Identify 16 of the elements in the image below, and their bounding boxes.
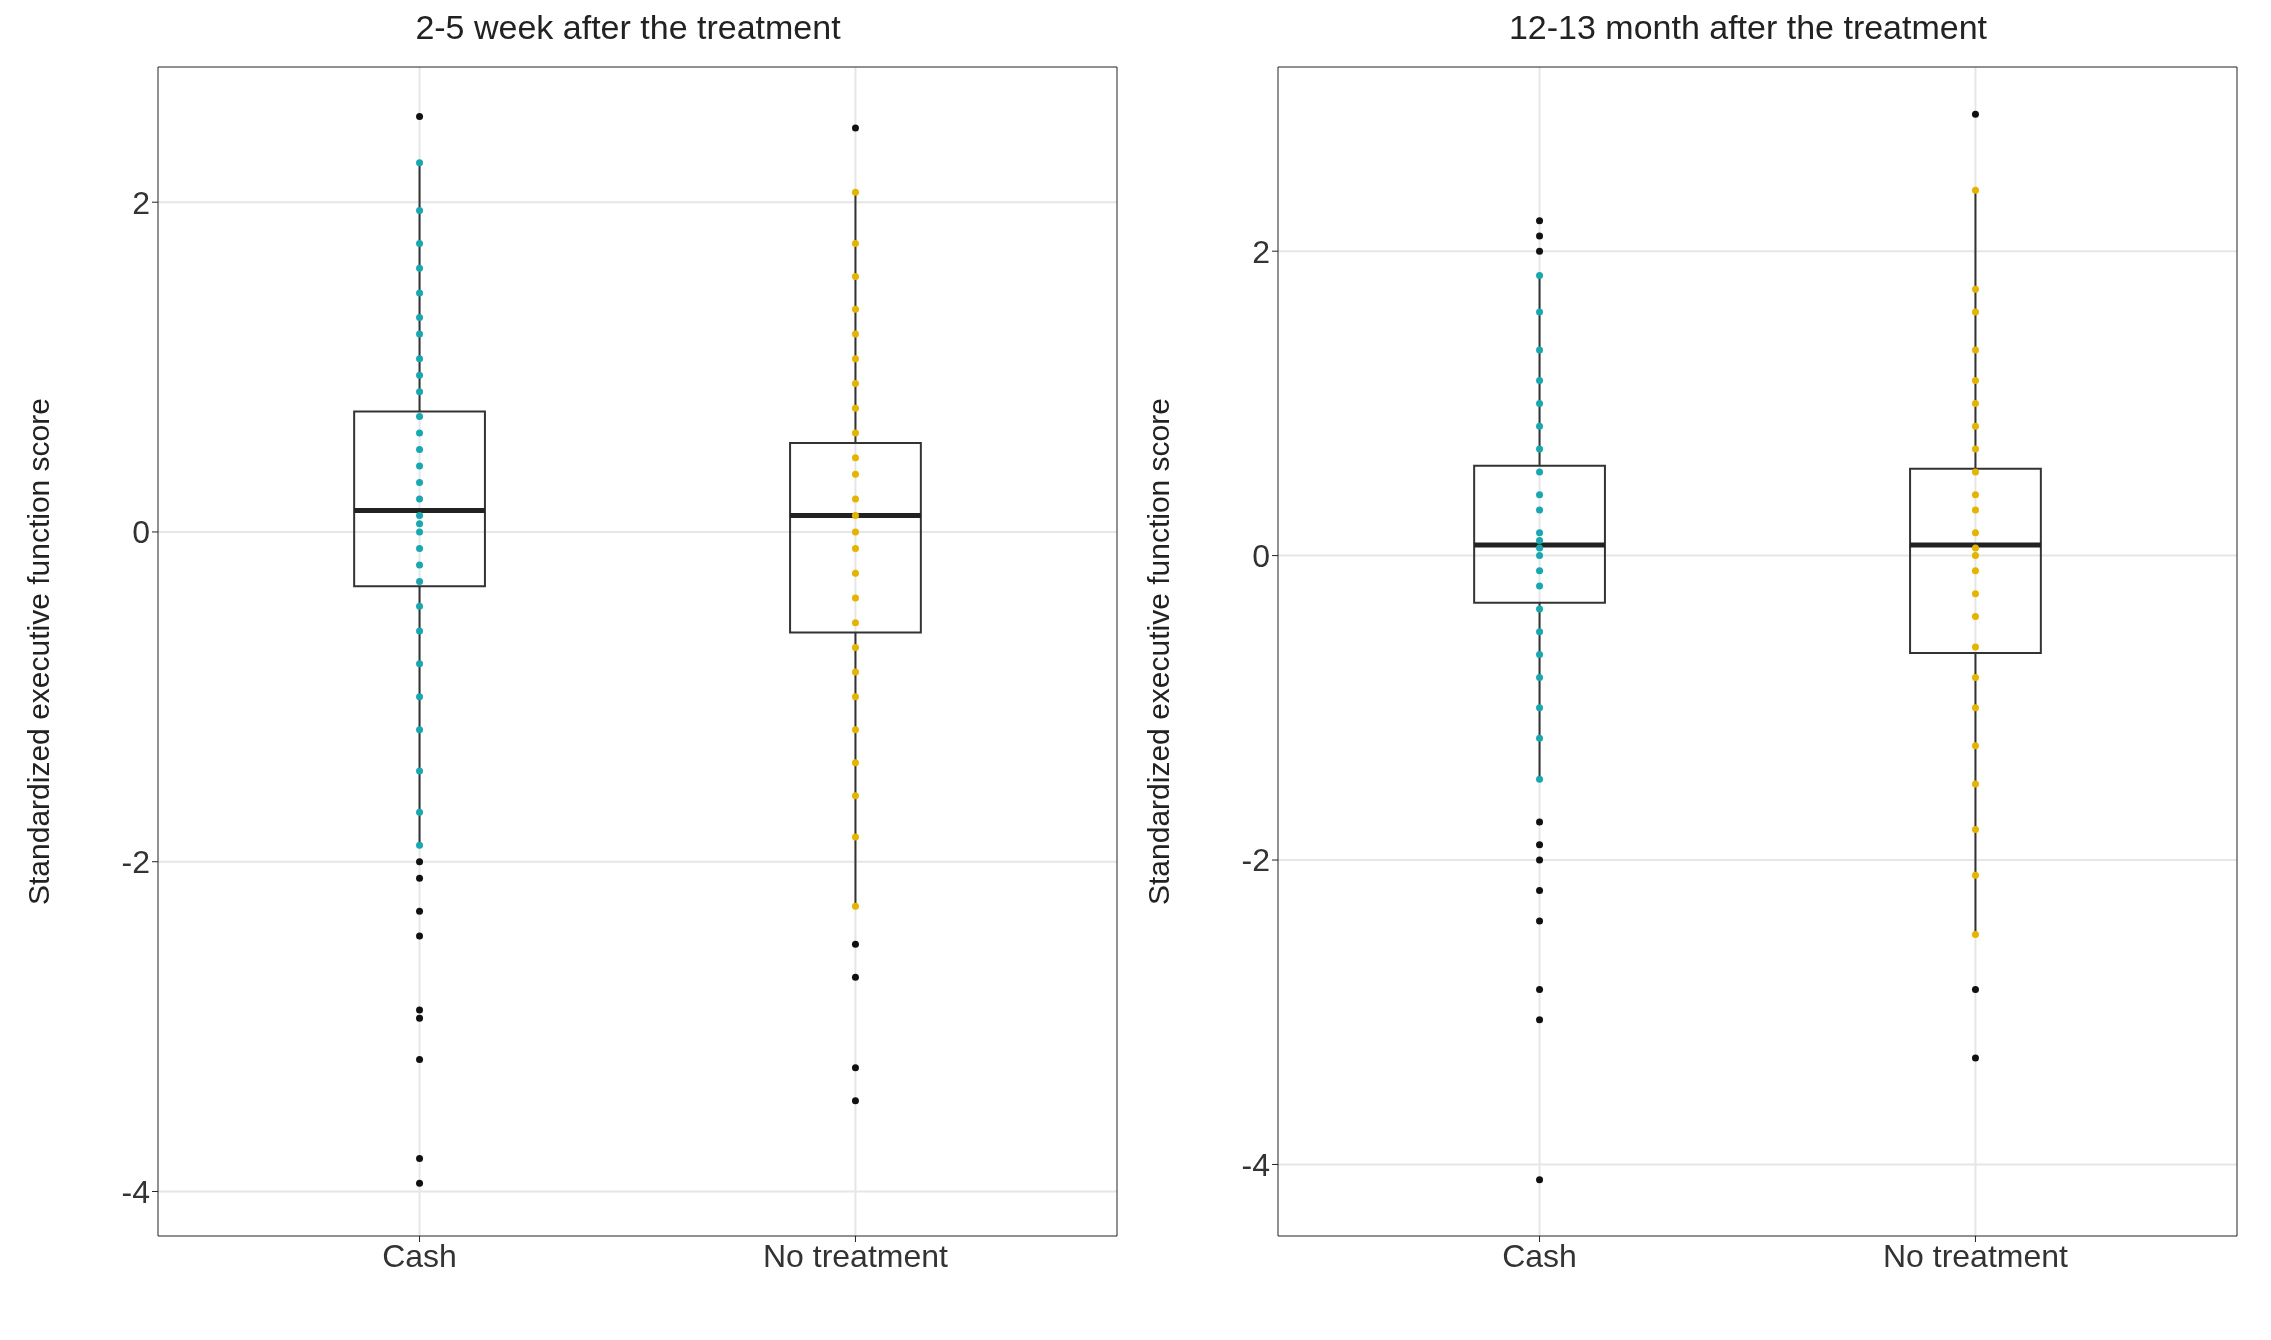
y-tick-label: 0 — [132, 514, 150, 551]
y-tick-label: -4 — [1241, 1146, 1270, 1183]
y-tick-label: 2 — [132, 184, 150, 221]
x-tick-label: Cash — [382, 1237, 457, 1274]
x-tick-label: No treatment — [1882, 1237, 2069, 1274]
y-tick-label: 0 — [1252, 537, 1270, 574]
y-tick-label: -4 — [121, 1173, 150, 1210]
y-axis-title: Standardized executive function score — [1141, 398, 1175, 905]
x-tick-label: No treatment — [762, 1237, 949, 1274]
chart-title: 12-13 month after the treatment — [1507, 8, 1989, 48]
y-tick-label: 2 — [1252, 233, 1270, 270]
y-tick-label: -2 — [1241, 842, 1270, 879]
y-axis-title: Standardized executive function score — [21, 398, 55, 905]
chart-title: 2-5 week after the treatment — [414, 8, 842, 48]
x-tick-label: Cash — [1502, 1237, 1577, 1274]
y-tick-label: -2 — [121, 844, 150, 881]
